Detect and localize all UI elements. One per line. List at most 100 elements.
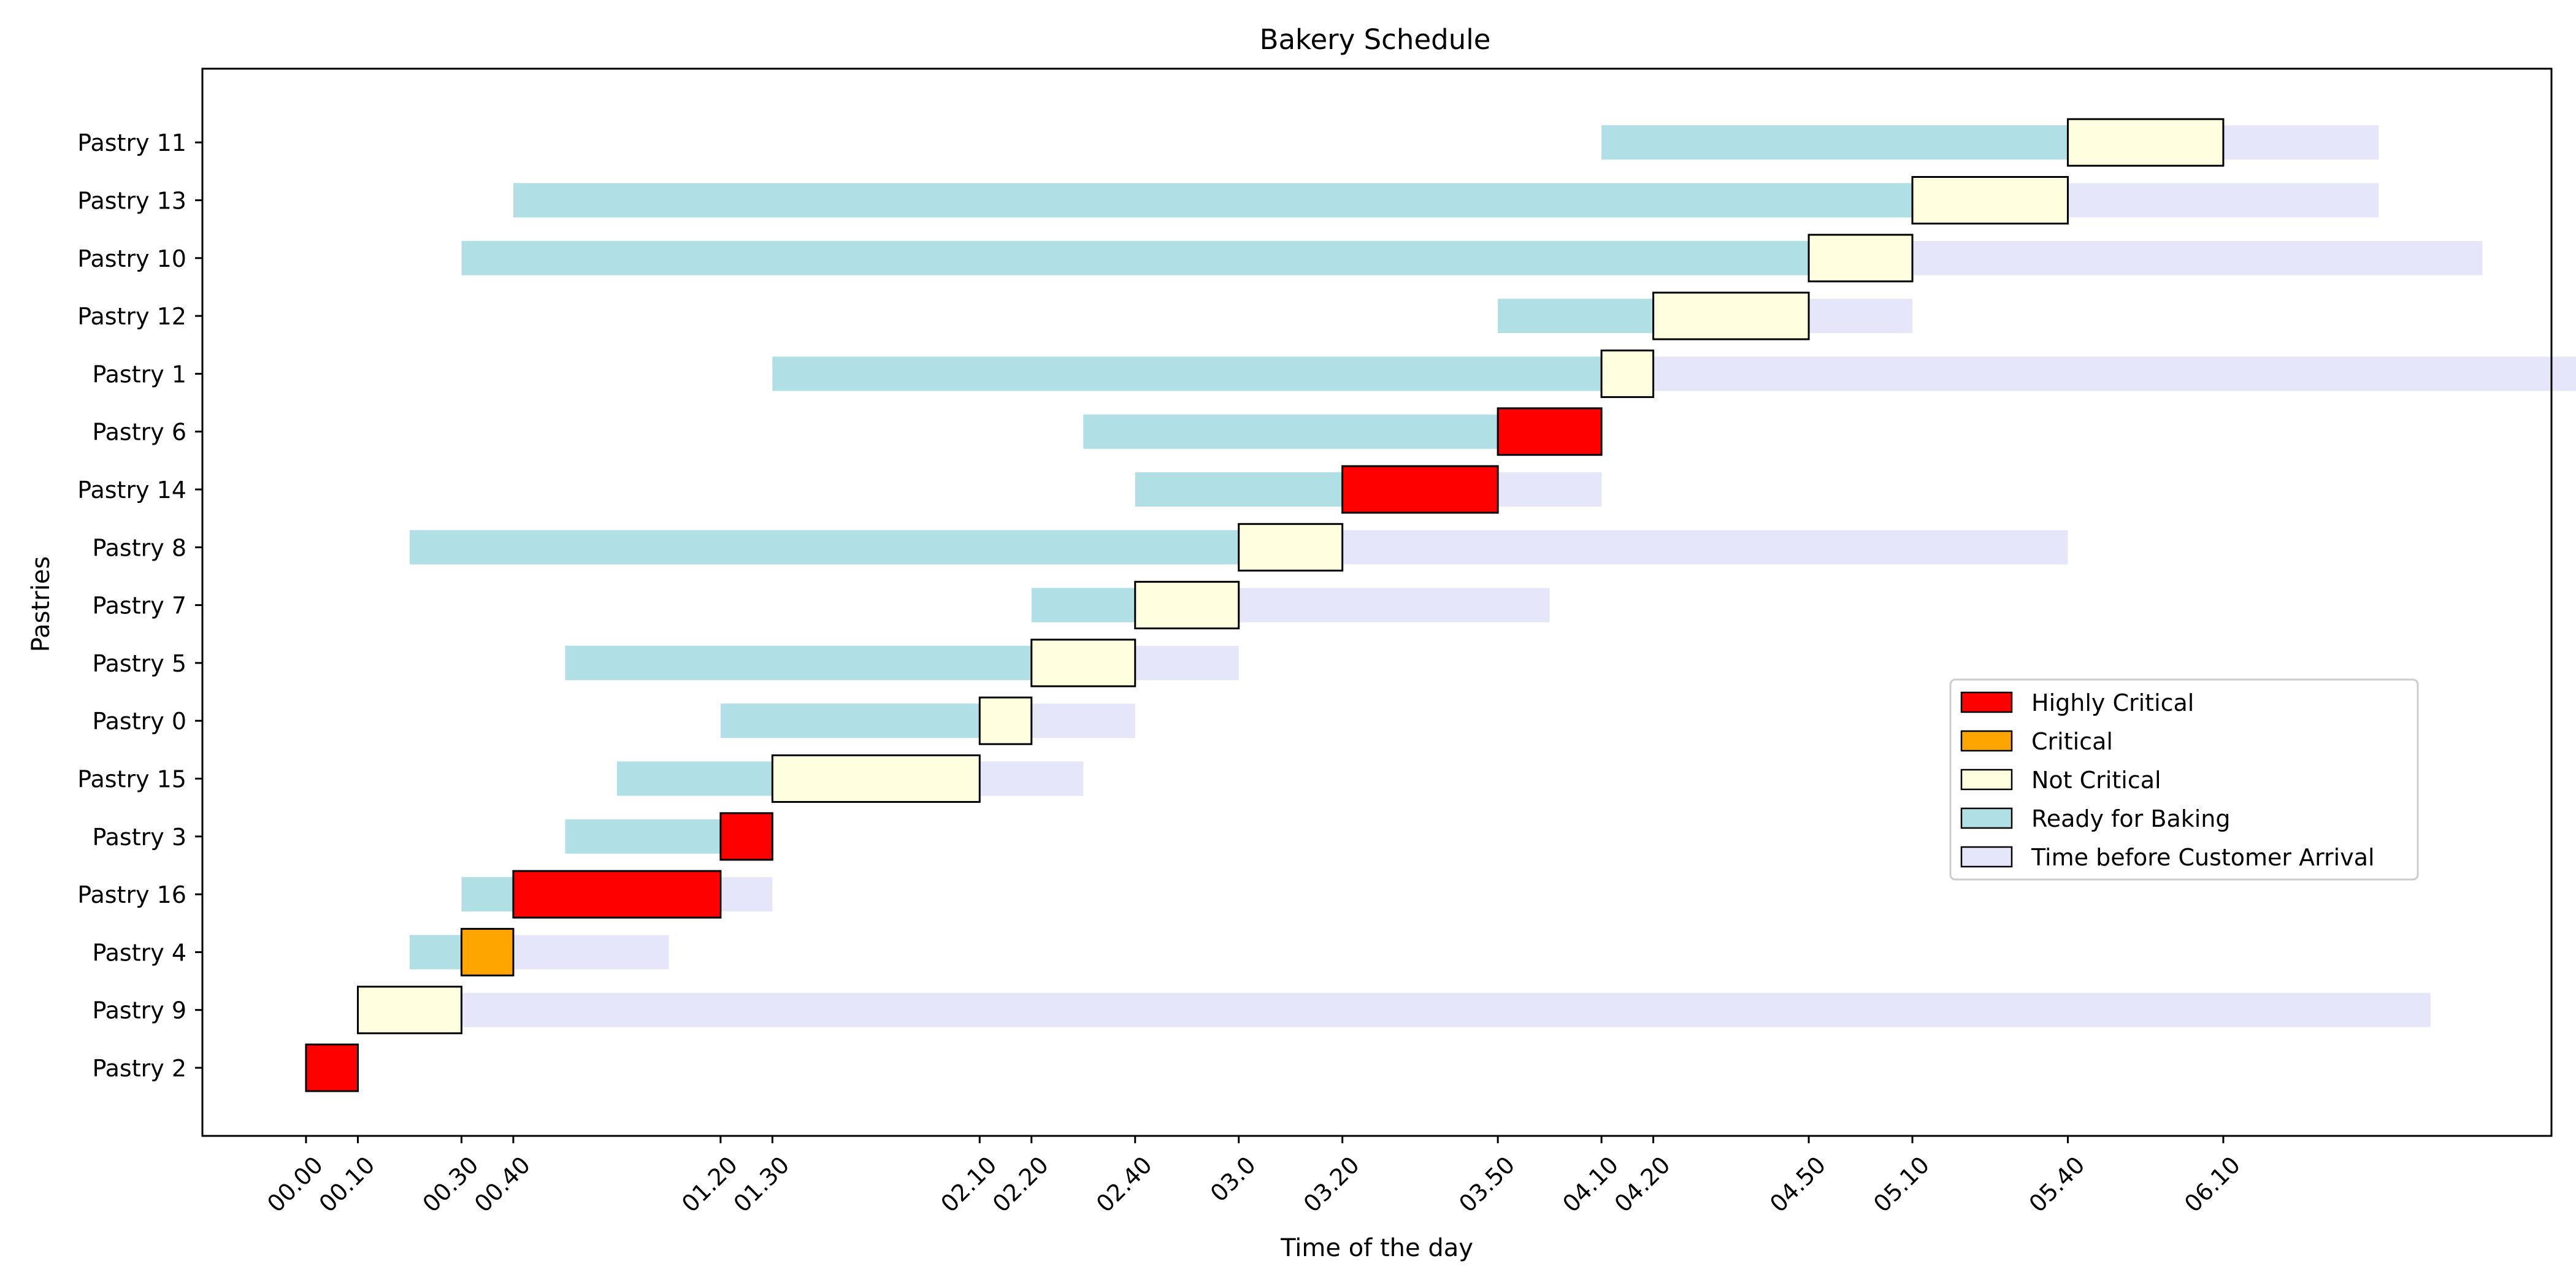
y-tick-label: Pastry 2: [92, 1055, 186, 1082]
x-tick-label: 04.50: [1765, 1151, 1831, 1217]
legend-label: Time before Customer Arrival: [2031, 844, 2375, 871]
y-tick-label: Pastry 1: [92, 361, 186, 388]
x-tick-label: 05.10: [1868, 1151, 1934, 1217]
legend-swatch: [1960, 730, 2013, 752]
ready-bar-pastry-3: [565, 819, 721, 854]
x-tick-label: 01.20: [677, 1151, 743, 1217]
task-bar-pastry-11: [2066, 118, 2225, 167]
y-tick-label: Pastry 5: [92, 650, 186, 677]
task-bar-pastry-14: [1341, 465, 1499, 514]
task-bar-pastry-1: [1600, 349, 1655, 398]
task-bar-pastry-0: [978, 696, 1033, 745]
task-bar-pastry-12: [1652, 291, 1810, 340]
y-tick-label: Pastry 8: [92, 534, 186, 561]
ready-bar-pastry-11: [1601, 125, 2068, 160]
ready-bar-pastry-1: [772, 356, 1602, 391]
wait-bar-pastry-5: [1135, 645, 1239, 680]
y-tick-label: Pastry 3: [92, 824, 186, 851]
y-tick-label: Pastry 6: [92, 419, 186, 446]
legend-swatch: [1960, 769, 2013, 791]
ready-bar-pastry-8: [409, 530, 1239, 565]
wait-bar-pastry-15: [979, 761, 1084, 796]
task-bar-pastry-15: [771, 754, 981, 803]
x-tick-label: 00.10: [314, 1151, 380, 1217]
legend-swatch: [1960, 691, 2013, 713]
task-bar-pastry-2: [305, 1043, 359, 1092]
y-tick-label: Pastry 4: [92, 939, 186, 966]
legend-label: Ready for Baking: [2031, 805, 2231, 832]
wait-bar-pastry-16: [720, 877, 773, 912]
wait-bar-pastry-8: [1342, 530, 2068, 565]
y-tick-label: Pastry 10: [77, 245, 186, 272]
task-bar-pastry-16: [512, 870, 722, 919]
x-tick-label: 06.10: [2179, 1151, 2245, 1217]
y-tick-label: Pastry 9: [92, 997, 186, 1024]
ready-bar-pastry-5: [565, 645, 1032, 680]
ready-bar-pastry-10: [461, 240, 1809, 275]
y-tick-label: Pastry 7: [92, 592, 186, 619]
ready-bar-pastry-15: [616, 761, 773, 796]
x-tick-label: 05.40: [2024, 1151, 2090, 1217]
wait-bar-pastry-9: [461, 992, 2431, 1027]
x-tick-label: 02.10: [935, 1151, 1002, 1217]
ready-bar-pastry-13: [513, 183, 1913, 218]
legend-swatch: [1960, 807, 2013, 829]
x-tick-label: 00.30: [418, 1151, 484, 1217]
y-tick-label: Pastry 11: [77, 129, 186, 156]
task-bar-pastry-5: [1030, 638, 1137, 688]
y-tick-labels: Pastry 11 Pastry 13 Pastry 10 Pastry 12 Past…: [77, 129, 202, 1082]
y-tick-label: Pastry 15: [77, 766, 186, 793]
wait-bar-pastry-7: [1238, 588, 1550, 623]
wait-bar-pastry-0: [1031, 703, 1135, 738]
ready-bar-pastry-14: [1135, 472, 1343, 507]
x-tick-label: 00.00: [262, 1151, 328, 1217]
y-tick-label: Pastry 13: [77, 188, 186, 215]
task-bar-pastry-7: [1134, 581, 1240, 630]
task-bar-pastry-4: [460, 927, 515, 976]
wait-bar-pastry-14: [1498, 472, 1602, 507]
wait-bar-pastry-10: [1912, 240, 2483, 275]
x-tick-label: 04.10: [1557, 1151, 1623, 1217]
wait-bar-pastry-1: [1653, 356, 2576, 391]
task-bar-pastry-9: [356, 986, 462, 1035]
legend-swatch: [1960, 846, 2013, 868]
ready-bar-pastry-7: [1031, 588, 1135, 623]
legend-label: Highly Critical: [2031, 689, 2194, 716]
y-tick-label: Pastry 12: [77, 303, 186, 330]
y-axis-label: Pastries: [27, 556, 55, 652]
legend-label: Not Critical: [2031, 767, 2161, 794]
y-tick-label: Pastry 16: [77, 881, 186, 908]
y-tick-label: Pastry 14: [77, 477, 186, 504]
ready-bar-pastry-4: [409, 935, 462, 970]
x-tick-label: 03.20: [1298, 1151, 1365, 1217]
x-tick-label: 02.40: [1091, 1151, 1157, 1217]
task-bar-pastry-3: [719, 812, 773, 861]
ready-bar-pastry-0: [720, 703, 980, 738]
wait-bar-pastry-13: [2068, 183, 2379, 218]
legend-entries: Highly Critical Critical Not Critical Ready…: [1960, 689, 2375, 871]
x-tick-label: 03.50: [1454, 1151, 1520, 1217]
ready-bar-pastry-12: [1498, 299, 1654, 334]
x-tick-label: 00.40: [469, 1151, 535, 1217]
wait-bar-pastry-4: [513, 935, 669, 970]
x-tick-label: 04.20: [1609, 1151, 1676, 1217]
chart-title: Bakery Schedule: [1260, 23, 1491, 56]
task-bar-pastry-10: [1807, 234, 1914, 283]
legend-label: Critical: [2031, 728, 2113, 755]
task-bar-pastry-13: [1911, 176, 2069, 224]
bars-layer: [305, 118, 2576, 1092]
task-bar-pastry-8: [1238, 523, 1344, 572]
x-tick-label: 01.30: [728, 1151, 794, 1217]
wait-bar-pastry-12: [1809, 299, 1913, 334]
wait-bar-pastry-11: [2223, 125, 2379, 160]
legend-frame: [1949, 678, 2419, 881]
y-tick-label: Pastry 0: [92, 708, 186, 735]
plot-area-frame: [201, 67, 2553, 1137]
x-tick-label: 02.20: [987, 1151, 1054, 1217]
ready-bar-pastry-16: [461, 877, 513, 912]
task-bar-pastry-6: [1497, 407, 1603, 456]
ready-bar-pastry-6: [1083, 414, 1498, 449]
x-axis-label: Time of the day: [1280, 1234, 1473, 1262]
